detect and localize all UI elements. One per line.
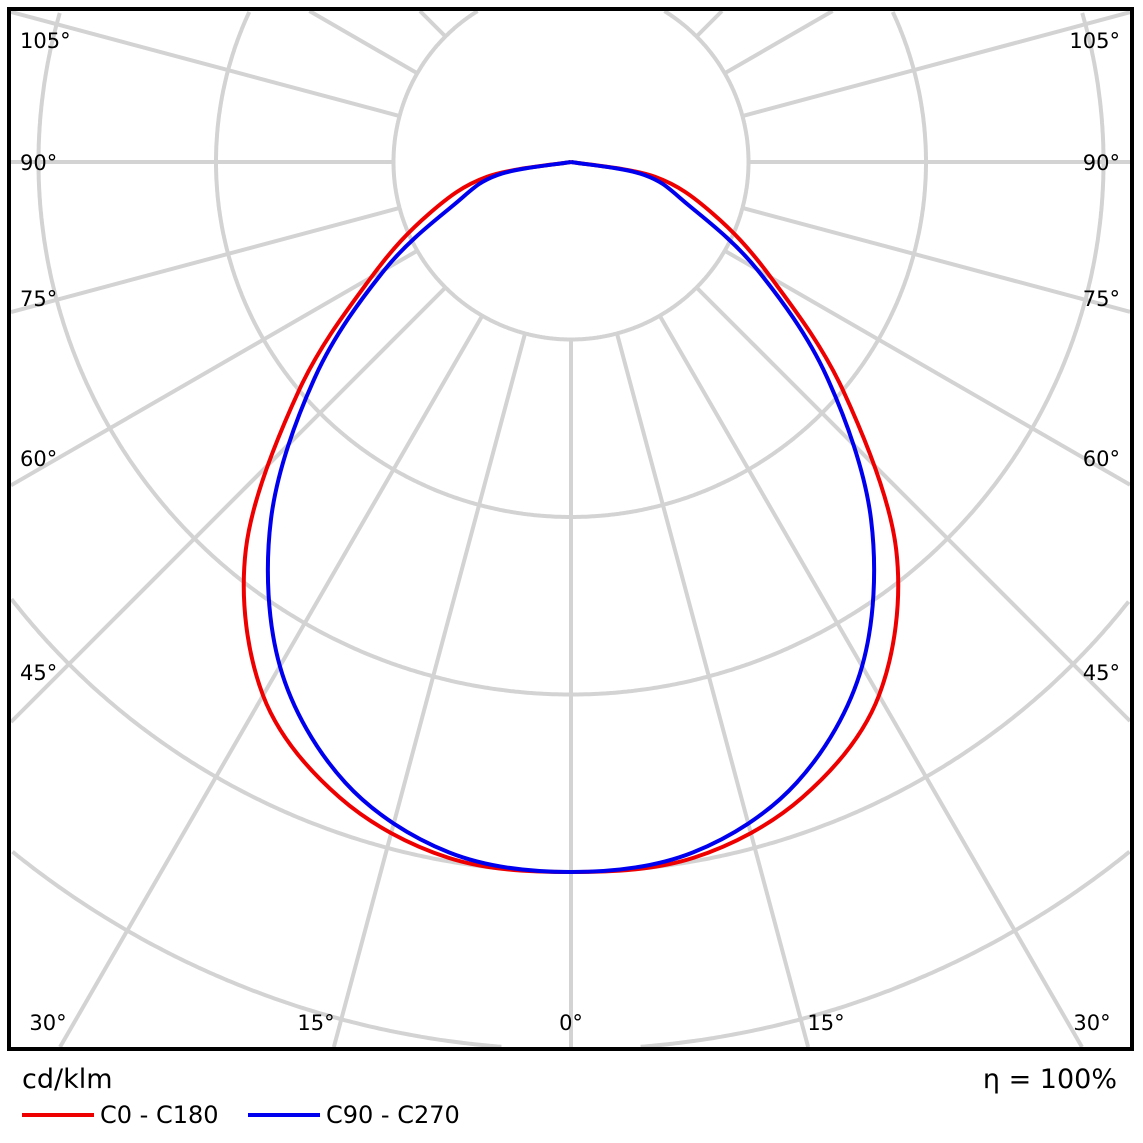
angle-label-left: 45° — [20, 661, 57, 685]
grid-spoke — [723, 9, 834, 75]
efficiency-label: η = 100% — [982, 1064, 1117, 1095]
grid-spoke — [723, 249, 1131, 487]
angle-label-bottom: 15° — [807, 1011, 844, 1035]
grid-spoke — [9, 249, 419, 488]
grid-ring — [214, 11, 928, 519]
legend-item-c90-c270: C90 - C270 — [248, 1100, 460, 1130]
grid-spoke — [308, 9, 419, 75]
grid-ring — [11, 850, 1131, 1049]
legend-label: C0 - C180 — [100, 1101, 219, 1129]
grid-spoke — [58, 314, 484, 1049]
grid-spoke — [10, 206, 401, 314]
angle-label-left: 75° — [20, 287, 57, 311]
curves — [241, 160, 901, 874]
series-c90-c270 — [265, 160, 877, 874]
grid-spoke — [9, 286, 447, 724]
angle-label-bottom: 30° — [29, 1011, 66, 1035]
grid-spoke — [741, 10, 1131, 118]
angle-label-right: 90° — [1083, 151, 1120, 175]
angle-label-bottom: 30° — [1073, 1011, 1110, 1035]
unit-label: cd/klm — [22, 1064, 113, 1095]
grid-ring — [36, 12, 1106, 697]
angle-label-left: 105° — [20, 29, 71, 53]
grid-spoke — [615, 332, 811, 1048]
grid-spoke — [695, 286, 1132, 723]
grid-spoke — [10, 10, 401, 118]
angle-labels: 105° 90° 75° 60° 45° 105° 90° 75° 60° 45° 30° 15° 0°… — [20, 29, 1120, 1035]
angle-label-left: 90° — [20, 151, 57, 175]
legend-swatch-red — [22, 1113, 94, 1117]
grid-spoke — [331, 332, 527, 1048]
angle-label-bottom: 15° — [297, 1011, 334, 1035]
angle-label-right: 105° — [1069, 29, 1120, 53]
angle-label-right: 60° — [1083, 447, 1120, 471]
angle-label-left: 60° — [20, 447, 57, 471]
grid-spoke — [418, 9, 447, 38]
legend-swatch-blue — [248, 1113, 320, 1117]
legend-label: C90 - C270 — [326, 1101, 460, 1129]
plot-frame — [7, 7, 1134, 1051]
grid-spoke — [658, 314, 1084, 1048]
grid-ring — [391, 9, 751, 342]
angle-label-right: 45° — [1083, 661, 1120, 685]
angle-label-bottom: 0° — [559, 1011, 583, 1035]
legend-item-c0-c180: C0 - C180 — [22, 1100, 219, 1130]
grid-spoke — [695, 9, 724, 38]
polar-grid — [9, 9, 1132, 1049]
grid-spoke — [741, 206, 1131, 314]
angle-label-right: 75° — [1083, 287, 1120, 311]
